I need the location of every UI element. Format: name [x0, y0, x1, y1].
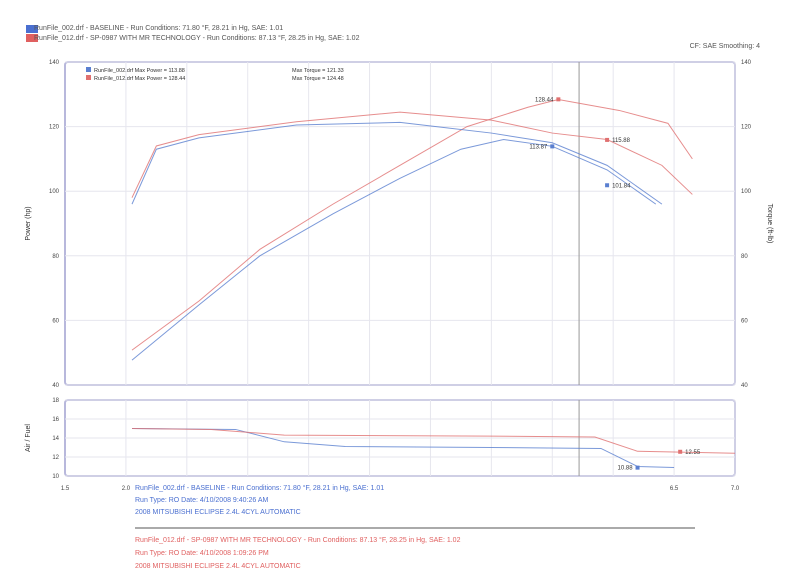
y2-axis-label: Torque (ft-lb) [766, 204, 773, 244]
annotation-marker [550, 144, 555, 149]
annotation-label: 12.55 [685, 450, 701, 456]
y-tick-label: 18 [52, 398, 59, 404]
annotation-label: 113.87 [529, 144, 548, 150]
footer-run1-line2: Run Type: RO Date: 4/10/2008 9:40:26 AM [135, 497, 269, 504]
y-tick-label: 80 [52, 254, 59, 260]
x-tick-label: 2.0 [122, 486, 131, 492]
y-tick-label: 14 [52, 436, 59, 442]
y-tick-label: 10 [52, 474, 59, 480]
y-tick-label: 12 [52, 455, 59, 461]
annotation-marker [605, 183, 610, 188]
footer-run1-line3: 2008 MITSUBISHI ECLIPSE 2.4L 4CYL AUTOMA… [135, 509, 301, 516]
y-axis-label: Power (hp) [25, 206, 32, 240]
y2-tick-label: 80 [741, 254, 748, 260]
run2-swatch [26, 34, 38, 42]
y2-tick-label: 40 [741, 383, 748, 389]
annotation-marker [678, 449, 683, 454]
footer-run2-line1: RunFile_012.drf - SP-0987 WITH MR TECHNO… [135, 537, 461, 544]
legend-torque: Max Torque = 121.33 [292, 68, 344, 74]
run2-power-line [131, 98, 693, 351]
y-tick-label: 140 [49, 60, 60, 66]
dyno-chart: 140 140 120 120 100 100 80 80 60 60 40 40 Power (hp)… [25, 60, 773, 492]
annotation-marker [556, 97, 561, 102]
legend-label: RunFile_002.drf Max Power = 113.88 [94, 68, 185, 74]
annotation-label: 115.88 [612, 138, 631, 144]
x-tick-label: 1.5 [61, 486, 70, 492]
legend-label: RunFile_012.drf Max Power = 128.44 [94, 76, 185, 82]
run2-torque-line [131, 111, 693, 198]
x-tick-label: 7.0 [731, 486, 740, 492]
header-run1: RunFile_002.drf - BASELINE - Run Conditi… [34, 25, 284, 32]
legend-torque: Max Torque = 124.48 [292, 76, 344, 82]
y-axis-label: Air / Fuel [25, 424, 32, 452]
annotation-marker [605, 137, 610, 142]
run1-power-line [131, 139, 657, 361]
y2-tick-label: 100 [741, 189, 752, 195]
annotation-marker [635, 465, 640, 470]
annotation-label: 128.44 [535, 97, 554, 103]
y-tick-label: 40 [52, 383, 59, 389]
y-tick-label: 16 [52, 417, 59, 423]
y-tick-label: 60 [52, 318, 59, 324]
y2-tick-label: 120 [741, 125, 752, 131]
legend-swatch [86, 75, 91, 80]
x-tick-label: 6.5 [670, 486, 679, 492]
run2-afr-line [131, 428, 736, 454]
y-tick-label: 120 [49, 125, 60, 131]
y2-tick-label: 140 [741, 60, 752, 66]
header-run2: RunFile_012.drf - SP-0987 WITH MR TECHNO… [34, 35, 360, 42]
annotation-label: 10.88 [618, 466, 634, 472]
run1-swatch [26, 25, 38, 33]
plot-frame-0 [64, 61, 736, 386]
footer-run1-line1: RunFile_002.drf - BASELINE - Run Conditi… [135, 485, 385, 492]
footer-run2-line2: Run Type: RO Date: 4/10/2008 1:09:26 PM [135, 550, 269, 557]
y2-tick-label: 60 [741, 318, 748, 324]
run1-torque-line [131, 121, 663, 205]
legend-swatch [86, 67, 91, 72]
annotation-label: 101.84 [612, 183, 631, 189]
footer-divider [135, 527, 695, 529]
footer-run2-line3: 2008 MITSUBISHI ECLIPSE 2.4L 4CYL AUTOMA… [135, 563, 301, 570]
y-tick-label: 100 [49, 189, 60, 195]
header-options: CF: SAE Smoothing: 4 [689, 43, 760, 50]
